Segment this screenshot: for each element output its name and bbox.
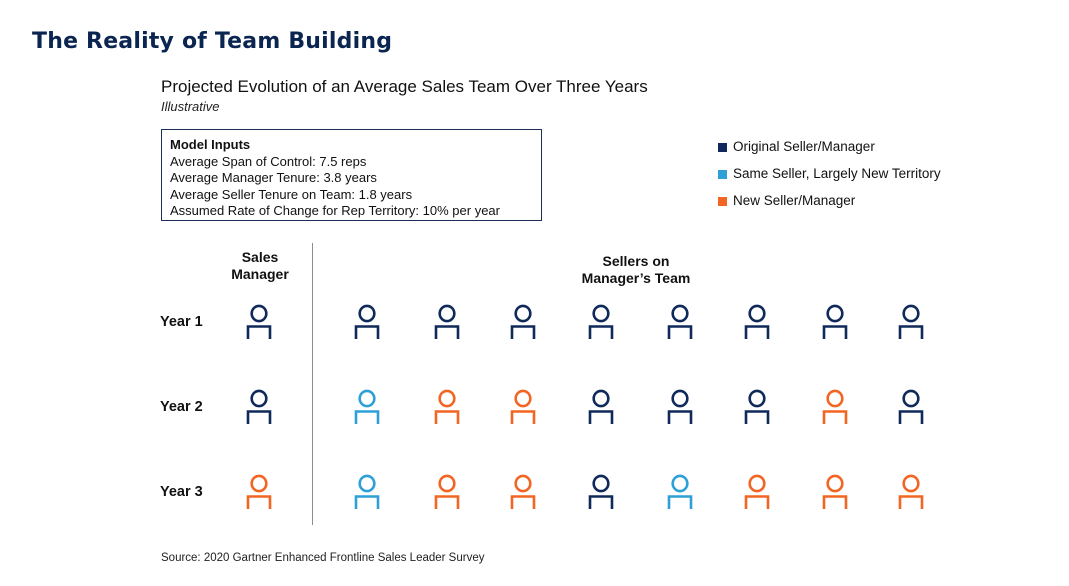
person-icon bbox=[896, 388, 926, 426]
model-inputs-heading: Model Inputs bbox=[170, 137, 251, 152]
person-icon bbox=[508, 473, 538, 511]
person-icon bbox=[352, 473, 382, 511]
person-icon bbox=[896, 303, 926, 341]
legend-swatch bbox=[718, 170, 727, 179]
person-icon bbox=[896, 473, 926, 511]
person-icon bbox=[432, 388, 462, 426]
model-input-line: Assumed Rate of Change for Rep Territory… bbox=[170, 203, 500, 218]
person-icon bbox=[352, 388, 382, 426]
chart-subtitle: Projected Evolution of an Average Sales … bbox=[161, 77, 648, 96]
person-icon bbox=[820, 388, 850, 426]
year-label: Year 3 bbox=[160, 484, 203, 500]
person-icon bbox=[352, 303, 382, 341]
person-icon bbox=[244, 388, 274, 426]
person-icon bbox=[586, 303, 616, 341]
person-icon bbox=[742, 303, 772, 341]
year-label: Year 2 bbox=[160, 399, 203, 415]
column-header-sellers: Sellers on Manager’s Team bbox=[556, 253, 716, 287]
column-header-text: Sellers on Manager’s Team bbox=[581, 253, 691, 286]
subtitle-note: Illustrative bbox=[161, 99, 220, 114]
model-input-line: Average Seller Tenure on Team: 1.8 years bbox=[170, 186, 413, 202]
page-title: The Reality of Team Building bbox=[32, 29, 393, 54]
legend-label: Original Seller/Manager bbox=[733, 139, 875, 154]
person-icon bbox=[586, 473, 616, 511]
person-icon bbox=[742, 473, 772, 511]
model-input-line: Average Manager Tenure: 3.8 years bbox=[170, 170, 377, 185]
legend-swatch bbox=[718, 143, 727, 152]
person-icon bbox=[820, 473, 850, 511]
year-label: Year 1 bbox=[160, 314, 203, 330]
column-header-manager: Sales Manager bbox=[210, 249, 310, 283]
person-icon bbox=[244, 473, 274, 511]
legend-label: Same Seller, Largely New Territory bbox=[733, 166, 941, 181]
person-icon bbox=[742, 388, 772, 426]
person-icon bbox=[432, 303, 462, 341]
person-icon bbox=[586, 388, 616, 426]
person-icon bbox=[244, 303, 274, 341]
legend-swatch bbox=[718, 197, 727, 206]
person-icon bbox=[665, 388, 695, 426]
person-icon bbox=[665, 473, 695, 511]
person-icon bbox=[508, 388, 538, 426]
legend-label: New Seller/Manager bbox=[733, 193, 856, 208]
person-icon bbox=[508, 303, 538, 341]
model-input-line: Average Span of Control: 7.5 reps bbox=[170, 153, 367, 169]
person-icon bbox=[665, 303, 695, 341]
person-icon bbox=[432, 473, 462, 511]
person-icon bbox=[820, 303, 850, 341]
column-header-text: Sales Manager bbox=[231, 249, 289, 282]
model-inputs-box: Model Inputs Average Span of Control: 7.… bbox=[161, 129, 542, 221]
column-divider bbox=[312, 243, 313, 525]
source-note: Source: 2020 Gartner Enhanced Frontline … bbox=[161, 552, 485, 564]
